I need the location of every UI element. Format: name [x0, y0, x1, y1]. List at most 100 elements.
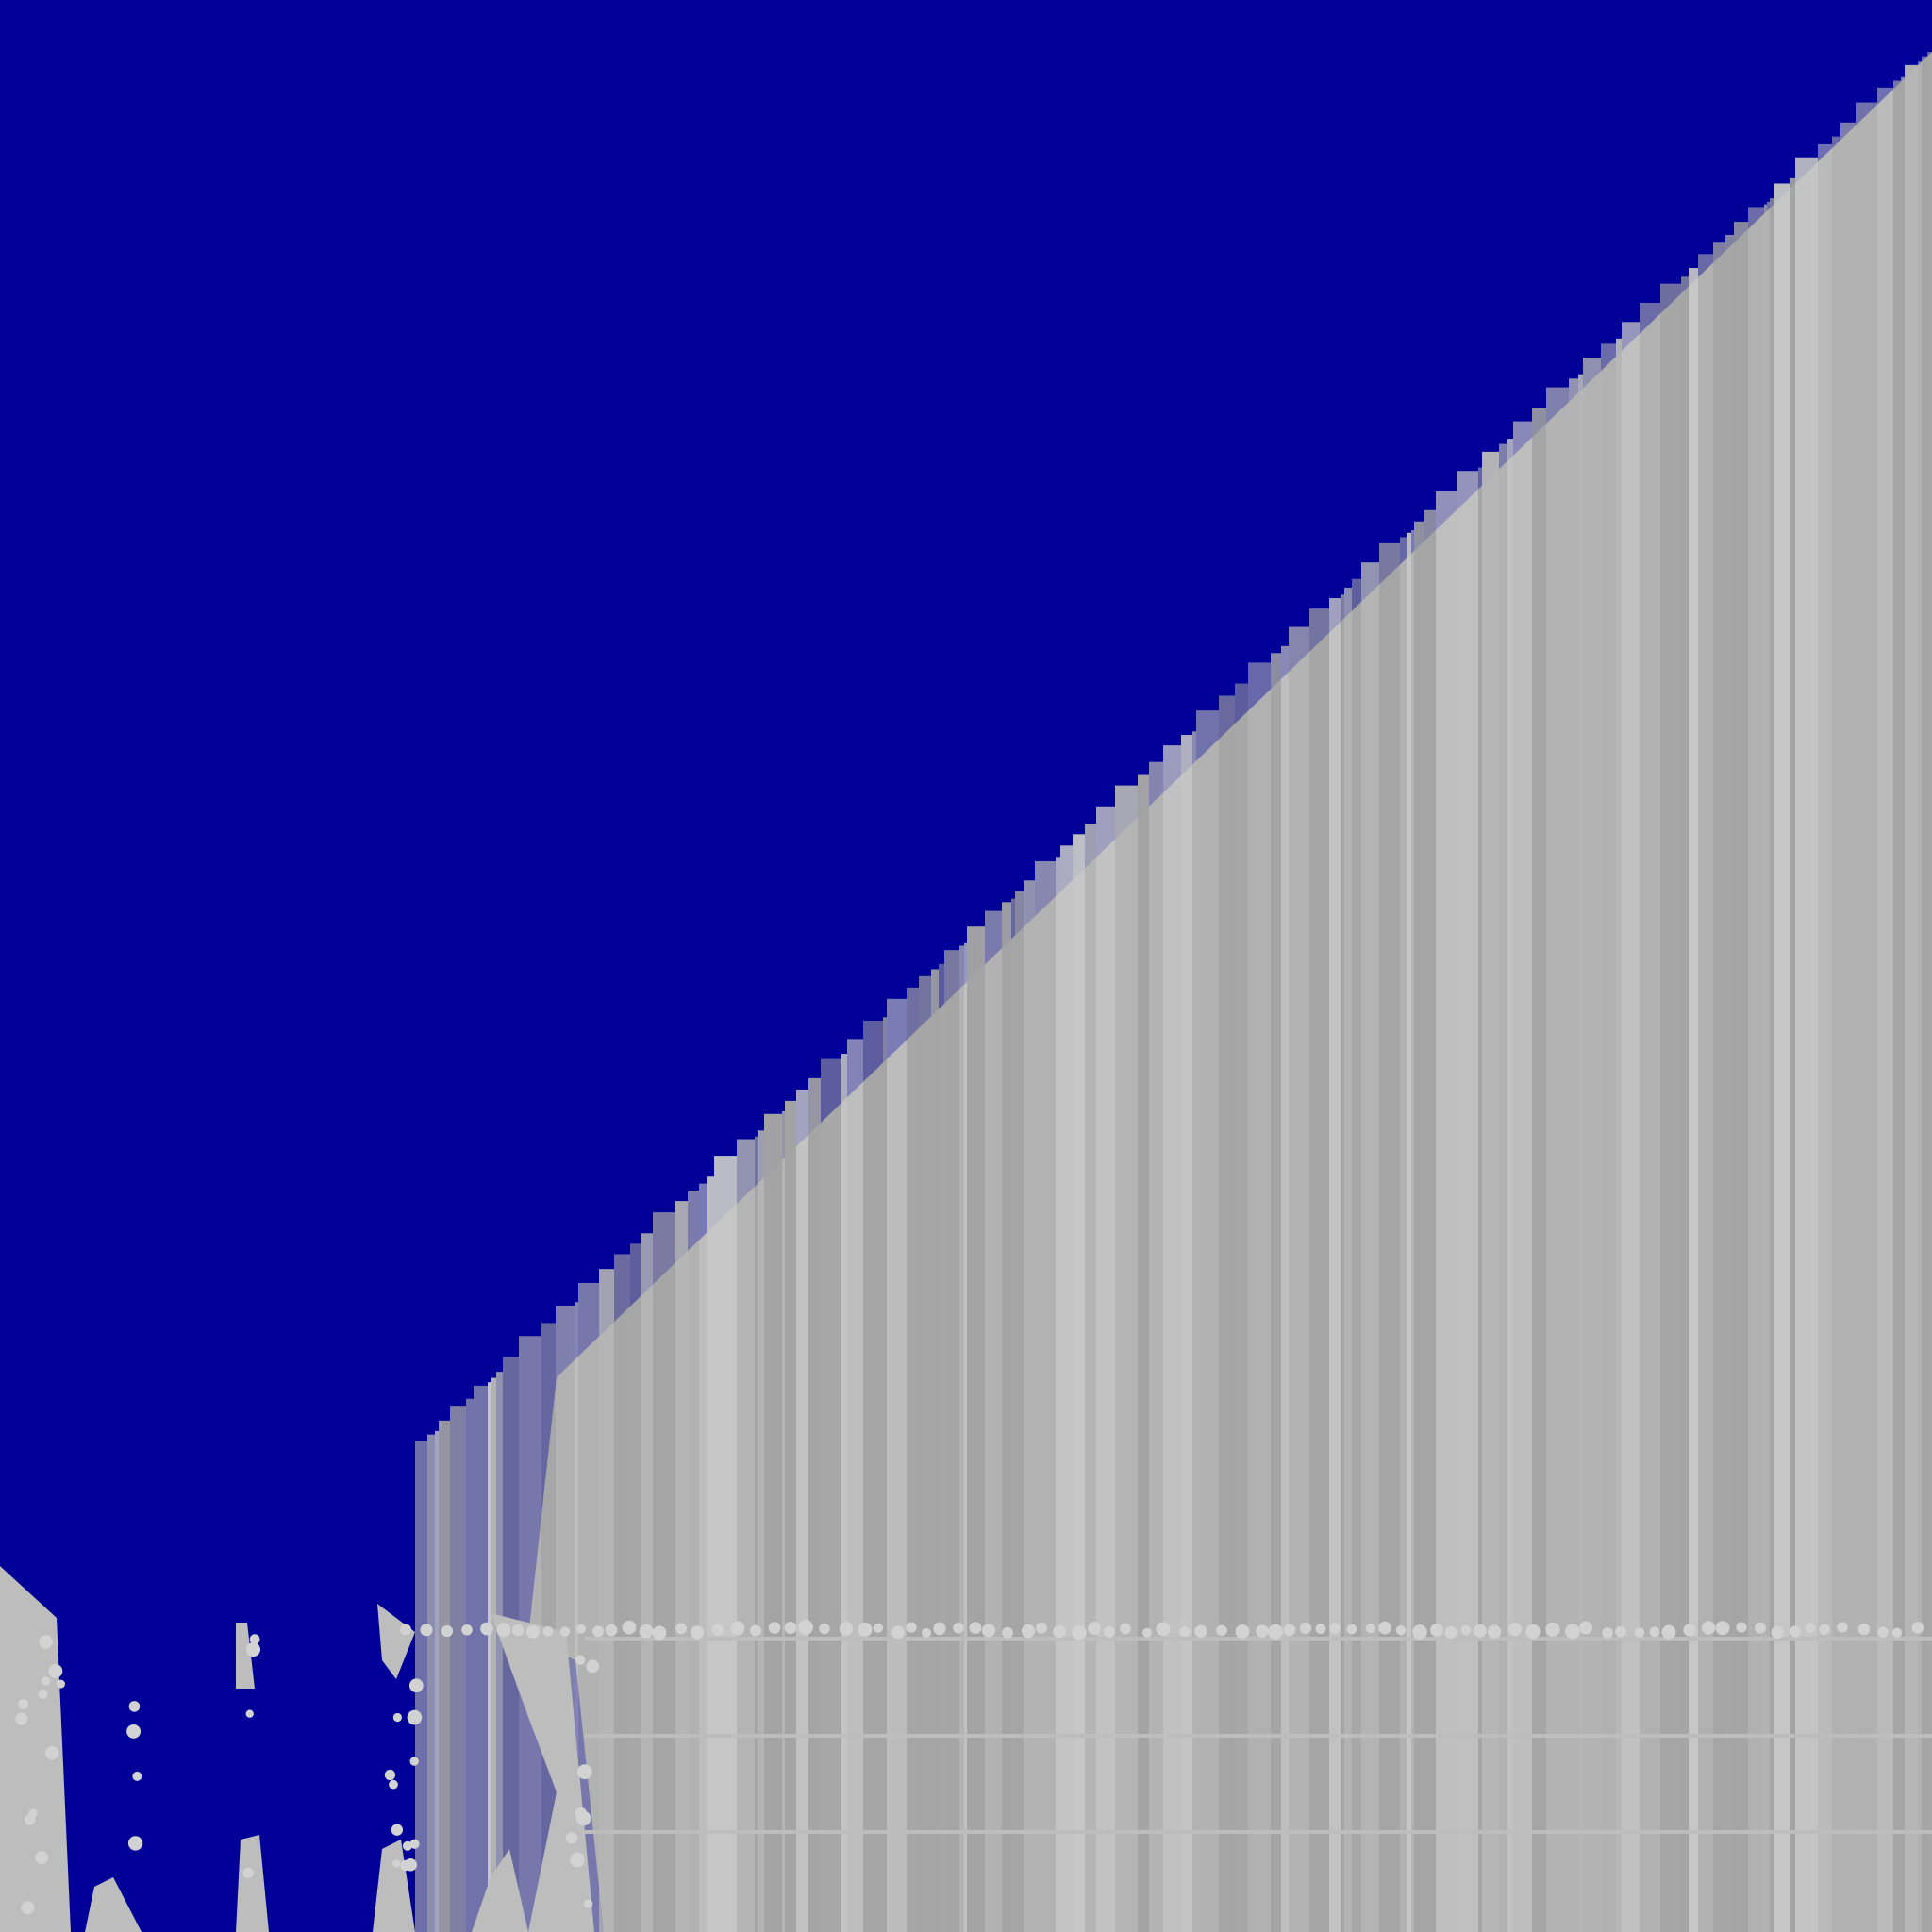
bead [400, 1859, 411, 1872]
bead [1216, 1624, 1227, 1637]
bead [768, 1622, 781, 1634]
stripe [1905, 64, 1918, 1932]
stripe [641, 1233, 653, 1932]
stripe [1096, 806, 1115, 1932]
stripe [575, 1302, 578, 1932]
stripe [714, 1156, 737, 1932]
stripe [1689, 268, 1698, 1932]
bead [28, 1808, 38, 1818]
stripe [1922, 56, 1927, 1932]
bead [400, 1624, 411, 1636]
stripe [1024, 880, 1035, 1932]
bead [132, 1771, 142, 1781]
stripe [1482, 451, 1499, 1932]
bead [1268, 1624, 1283, 1640]
stripe [1832, 136, 1840, 1932]
stripe [1341, 594, 1344, 1932]
stripe [1601, 343, 1616, 1932]
stripe [985, 910, 1002, 1932]
bead [496, 1623, 511, 1638]
stripe [1407, 532, 1411, 1932]
stripe [959, 945, 964, 1932]
bead [570, 1852, 585, 1868]
bead [1412, 1624, 1427, 1640]
stripe [755, 1136, 758, 1932]
stripe [1767, 201, 1770, 1932]
bead [1346, 1624, 1357, 1635]
gray-fragment [236, 1835, 269, 1932]
gray-fragment [472, 1849, 528, 1932]
bead [392, 1859, 401, 1868]
bead [652, 1625, 667, 1641]
gray-fragment [85, 1877, 142, 1932]
stripe [1436, 491, 1457, 1932]
bead [245, 1642, 261, 1657]
stripe [1660, 283, 1681, 1932]
gray-fragment [28, 1915, 47, 1932]
bead [511, 1624, 525, 1637]
bead [391, 1824, 404, 1836]
stripe [1138, 774, 1149, 1932]
stripe [1329, 598, 1341, 1932]
stripe [1893, 80, 1901, 1932]
stripe [782, 1110, 785, 1932]
stripe [1271, 653, 1281, 1932]
bead [1487, 1624, 1502, 1639]
stripe [1578, 374, 1583, 1932]
bead [921, 1627, 932, 1639]
stripe [1457, 471, 1478, 1932]
bead [392, 1712, 403, 1723]
stripe [964, 942, 967, 1932]
bead [969, 1622, 982, 1635]
bead [1329, 1623, 1341, 1634]
bead [1087, 1622, 1102, 1636]
bead [1565, 1624, 1580, 1640]
stripe [435, 1430, 439, 1932]
bead [38, 1689, 48, 1699]
stripe [1352, 578, 1361, 1932]
stripe [939, 963, 944, 1932]
bead [583, 1899, 593, 1908]
stripe [907, 987, 919, 1932]
stripe [1002, 902, 1011, 1932]
bead [39, 1635, 53, 1649]
bead [1235, 1624, 1250, 1640]
stripe [599, 1269, 614, 1932]
bead [44, 1745, 59, 1760]
bead [639, 1624, 654, 1639]
bead [525, 1624, 541, 1639]
stripe [1400, 537, 1407, 1932]
bead [1755, 1622, 1766, 1634]
stripe [1060, 845, 1073, 1932]
stripe [1163, 745, 1181, 1932]
bead [1545, 1622, 1560, 1638]
bead [56, 1679, 65, 1689]
stripe [1035, 860, 1056, 1932]
bead [605, 1624, 618, 1637]
bead [575, 1807, 587, 1820]
bead [1120, 1623, 1131, 1635]
bead [1141, 1627, 1153, 1638]
stripe [737, 1139, 755, 1932]
stripe [758, 1130, 764, 1932]
stripe [1424, 509, 1436, 1932]
bead [1649, 1626, 1660, 1638]
bead [1002, 1626, 1013, 1639]
stripe [1927, 52, 1932, 1932]
stripe [808, 1077, 821, 1932]
bead [407, 1709, 423, 1725]
stripe [883, 1017, 887, 1932]
stripe [1734, 222, 1748, 1932]
bead [906, 1622, 917, 1633]
bead [1736, 1622, 1747, 1633]
stripe [1011, 898, 1015, 1932]
bead [981, 1624, 996, 1638]
row-divider [585, 1830, 1932, 1834]
bead [1194, 1624, 1208, 1638]
stripe [1569, 378, 1578, 1932]
stripe [1764, 204, 1767, 1932]
bead [1683, 1624, 1696, 1637]
bead [891, 1625, 905, 1640]
stripe [1532, 408, 1546, 1932]
stripe [863, 1020, 883, 1932]
